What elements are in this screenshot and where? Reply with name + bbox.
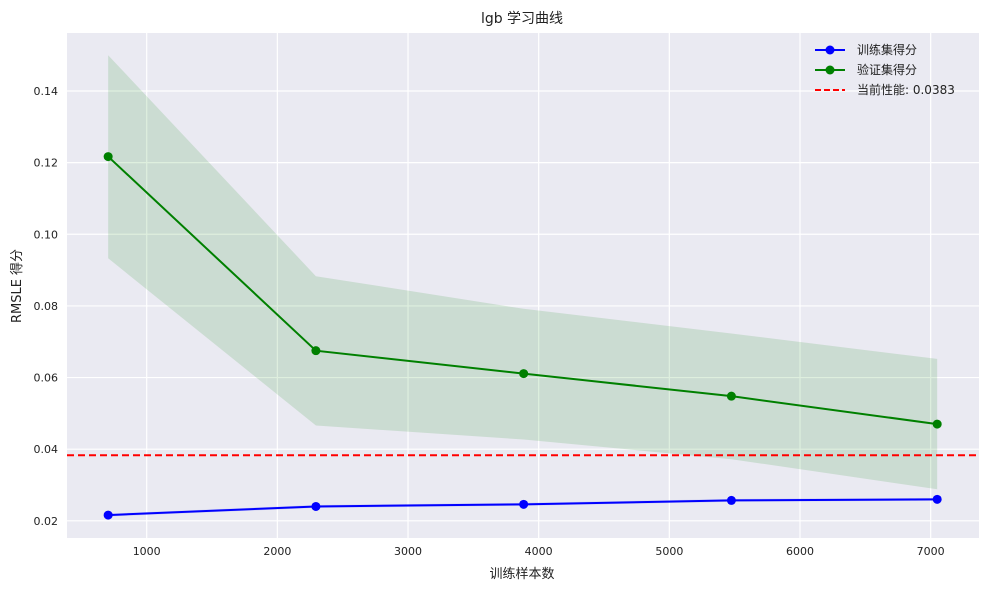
- legend-label-2: 验证集得分: [857, 62, 917, 77]
- legend-label-1: 训练集得分: [857, 42, 917, 57]
- y-tick-label: 0.02: [34, 515, 59, 528]
- legend-marker-1: [825, 45, 835, 55]
- x-tick-label: 6000: [786, 545, 814, 558]
- y-tick-label: 0.06: [34, 372, 59, 385]
- x-tick-label: 5000: [655, 545, 683, 558]
- data-point: [103, 510, 113, 520]
- data-point: [726, 391, 736, 401]
- y-tick-label: 0.04: [34, 443, 59, 456]
- data-point: [103, 152, 113, 162]
- x-tick-label: 7000: [917, 545, 945, 558]
- series-markers: [103, 152, 942, 520]
- y-tick-label: 0.12: [34, 157, 59, 170]
- x-tick-label: 1000: [133, 545, 161, 558]
- data-point: [519, 369, 529, 379]
- x-axis-label: 训练样本数: [489, 567, 554, 582]
- data-point: [519, 499, 529, 509]
- y-axis-label: RMSLE 得分: [9, 249, 25, 323]
- data-point: [932, 494, 942, 504]
- chart-title: lgb 学习曲线: [481, 11, 563, 27]
- plot-area: [67, 33, 979, 538]
- data-point: [726, 495, 736, 505]
- x-tick-label: 2000: [263, 545, 291, 558]
- tick-labels: 1000 2000 3000 4000 5000 6000 7000 0.02 0.04 0.06…: [34, 85, 945, 558]
- x-tick-label: 3000: [394, 545, 422, 558]
- data-point: [311, 501, 321, 511]
- data-point: [311, 346, 321, 356]
- legend-label-reference: 当前性能: 0.0383: [857, 82, 955, 97]
- data-point: [932, 419, 942, 429]
- x-tick-label: 4000: [525, 545, 553, 558]
- legend-marker-2: [825, 65, 835, 75]
- y-tick-label: 0.14: [34, 85, 59, 98]
- y-tick-label: 0.10: [34, 228, 59, 241]
- y-tick-label: 0.08: [34, 300, 59, 313]
- confidence-band-2: [108, 55, 938, 490]
